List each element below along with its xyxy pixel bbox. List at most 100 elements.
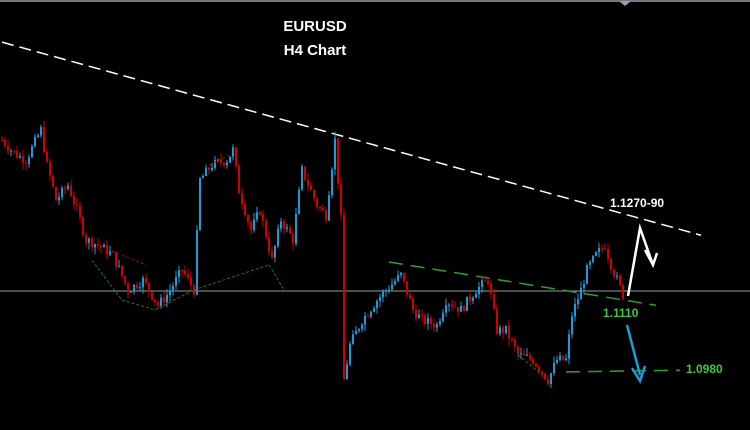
candle-body <box>157 302 159 306</box>
candle-body <box>574 304 576 317</box>
candle-body <box>514 339 516 347</box>
candle-body <box>115 251 117 267</box>
candle-body <box>88 238 90 243</box>
candle-body <box>541 371 543 374</box>
candle-body <box>538 366 540 372</box>
candle-body <box>61 187 63 198</box>
candle-body <box>49 161 51 176</box>
candle-body <box>595 252 597 256</box>
candle-body <box>286 227 288 229</box>
candle-body <box>472 297 474 301</box>
candle-body <box>274 245 276 258</box>
label-downside-target: 1.0980 <box>686 362 723 376</box>
candle-body <box>163 297 165 303</box>
candle-body <box>256 212 258 220</box>
candle-body <box>400 272 402 276</box>
candle-body <box>451 304 453 307</box>
candle-body <box>601 248 603 250</box>
candle-body <box>268 237 270 252</box>
candle-body <box>280 221 282 229</box>
candle-body <box>154 299 156 303</box>
candle-body <box>433 324 435 328</box>
candle-body <box>295 214 297 244</box>
candle-body <box>499 327 501 334</box>
candle-body <box>178 269 180 278</box>
candle-body <box>310 185 312 190</box>
candle-body <box>379 297 381 302</box>
candle-body <box>82 217 84 235</box>
candle-body <box>427 317 429 324</box>
candle-body <box>622 284 624 299</box>
pattern-line <box>154 289 195 311</box>
candle-body <box>106 244 108 255</box>
candle-body <box>523 353 525 355</box>
candle-body <box>187 274 189 278</box>
candle-body <box>232 147 234 157</box>
candle-body <box>292 233 294 244</box>
candle-body <box>484 280 486 282</box>
candle-body <box>490 284 492 295</box>
candle-body <box>130 291 132 293</box>
candle-body <box>445 305 447 313</box>
candle-body <box>457 307 459 312</box>
candle-body <box>172 285 174 291</box>
candle-body <box>436 324 438 328</box>
candle-body <box>196 229 198 295</box>
candle-body <box>37 135 39 137</box>
candle-body <box>190 277 192 286</box>
candle-body <box>52 175 54 187</box>
candle-body <box>415 309 417 319</box>
candle-body <box>340 183 342 215</box>
candle-body <box>613 269 615 277</box>
candle-body <box>319 206 321 208</box>
candle-body <box>28 157 30 164</box>
candle-body <box>262 214 264 221</box>
candle-body <box>121 265 123 277</box>
candle-body <box>502 327 504 333</box>
candle-body <box>607 249 609 259</box>
candle-body <box>526 354 528 356</box>
bullish-scenario-arrow-icon <box>626 223 654 297</box>
candle-body <box>619 275 621 285</box>
candle-body <box>355 330 357 335</box>
candle-body <box>259 212 261 215</box>
candle-body <box>58 197 60 201</box>
candle-body <box>559 355 561 360</box>
candle-body <box>361 324 363 329</box>
candle-body <box>412 298 414 310</box>
candle-body <box>358 328 360 331</box>
pattern-line <box>208 154 231 166</box>
candle-body <box>403 272 405 282</box>
candle-body <box>133 284 135 292</box>
candle-body <box>235 147 237 166</box>
candle-body <box>307 179 309 186</box>
candle-body <box>505 325 507 333</box>
candle-body <box>388 289 390 291</box>
candle-body <box>439 321 441 325</box>
candle-body <box>103 244 105 248</box>
candle-body <box>304 166 306 180</box>
candle-body <box>454 306 456 308</box>
candle-body <box>277 228 279 246</box>
candle-body <box>97 244 99 246</box>
candle-body <box>40 127 42 136</box>
candle-body <box>148 282 150 292</box>
candle-body <box>604 248 606 250</box>
candle-body <box>496 308 498 334</box>
candle-body <box>370 311 372 317</box>
candle-body <box>367 315 369 317</box>
candle-body <box>79 205 81 218</box>
candle-body <box>100 245 102 248</box>
candle-body <box>562 355 564 361</box>
candle-body <box>22 156 24 163</box>
candle-body <box>373 308 375 312</box>
candle-body <box>175 277 177 286</box>
candle-body <box>250 221 252 231</box>
candle-body <box>271 251 273 258</box>
label-support: 1.1110 <box>603 306 639 320</box>
candle-body <box>466 296 468 311</box>
candle-body <box>382 291 384 298</box>
candle-body <box>166 295 168 303</box>
candle-body <box>193 285 195 295</box>
